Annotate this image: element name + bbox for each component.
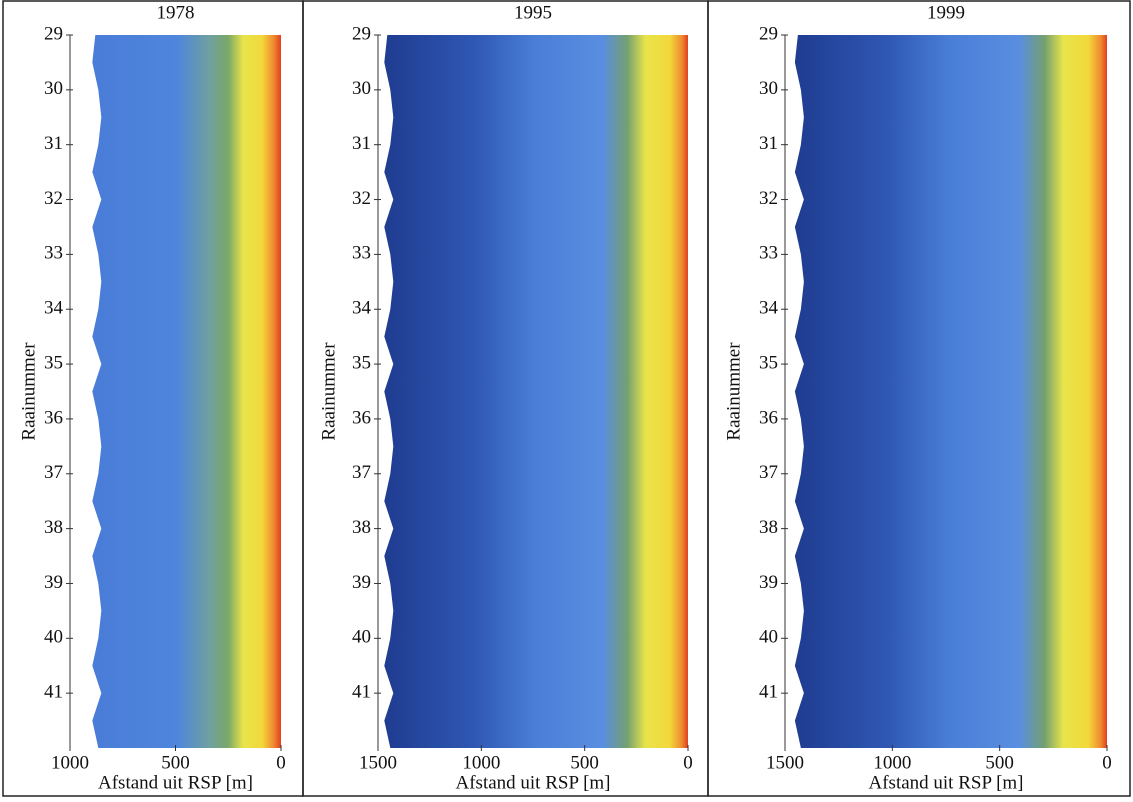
y-tick-label: 31	[759, 133, 778, 154]
y-axis-label: Raainummer	[18, 342, 39, 441]
y-tick-label: 30	[352, 78, 371, 99]
y-tick-label: 31	[352, 133, 371, 154]
y-tick-label: 33	[352, 243, 371, 264]
contour-field	[795, 35, 1107, 748]
y-tick-label: 29	[352, 23, 371, 44]
x-tick-label: 1000	[51, 752, 89, 773]
y-tick-label: 38	[352, 517, 371, 538]
y-tick-label: 32	[759, 188, 778, 209]
x-tick-label: 1500	[359, 752, 397, 773]
y-tick-label: 37	[44, 462, 63, 483]
y-axis-label: Raainummer	[318, 342, 339, 441]
y-tick-label: 34	[44, 298, 64, 319]
y-tick-label: 32	[352, 188, 371, 209]
x-tick-label: 0	[683, 752, 693, 773]
panel-title: 1999	[927, 2, 965, 23]
x-tick-label: 0	[1102, 752, 1112, 773]
x-tick-label: 500	[985, 752, 1014, 773]
x-tick-label: 1000	[462, 752, 500, 773]
y-tick-label: 41	[759, 682, 778, 703]
panel-title: 1995	[514, 2, 552, 23]
y-tick-label: 37	[352, 462, 371, 483]
y-tick-label: 37	[759, 462, 778, 483]
figure: 29 30 31 32 33 34 35 36 37 38 39 40 41 1000 500 0 1978 Af…	[0, 0, 1133, 797]
y-tick-label: 32	[44, 188, 63, 209]
x-tick-label: 1000	[873, 752, 911, 773]
y-tick-label: 30	[44, 78, 63, 99]
y-tick-label: 35	[352, 352, 371, 373]
y-tick-label: 36	[759, 407, 778, 428]
panel-title: 1978	[157, 2, 195, 23]
y-tick-label: 34	[352, 298, 372, 319]
y-tick-label: 38	[44, 517, 63, 538]
y-tick-label: 40	[352, 627, 371, 648]
x-tick-label: 500	[161, 752, 190, 773]
y-tick-label: 30	[759, 78, 778, 99]
x-axis-label: Afstand uit RSP [m]	[456, 772, 611, 793]
x-tick-label: 500	[570, 752, 599, 773]
y-tick-label: 39	[352, 572, 371, 593]
y-tick-label: 34	[759, 298, 779, 319]
y-axis-label: Raainummer	[723, 342, 744, 441]
y-tick-label: 36	[44, 407, 63, 428]
y-tick-label: 40	[44, 627, 63, 648]
y-tick-label: 35	[759, 352, 778, 373]
contour-field	[384, 35, 688, 748]
y-tick-label: 41	[352, 682, 371, 703]
y-tick-label: 31	[44, 133, 63, 154]
y-tick-label: 33	[44, 243, 63, 264]
y-tick-label: 38	[759, 517, 778, 538]
y-tick-label: 41	[44, 682, 63, 703]
y-tick-label: 39	[759, 572, 778, 593]
y-tick-label: 29	[44, 23, 63, 44]
y-tick-label: 40	[759, 627, 778, 648]
x-axis-label: Afstand uit RSP [m]	[869, 772, 1024, 793]
x-axis-label: Afstand uit RSP [m]	[98, 772, 253, 793]
y-tick-label: 39	[44, 572, 63, 593]
y-tick-label: 29	[759, 23, 778, 44]
y-tick-label: 35	[44, 352, 63, 373]
y-tick-label: 33	[759, 243, 778, 264]
y-tick-label: 36	[352, 407, 371, 428]
contour-field	[92, 35, 281, 748]
x-tick-label: 1500	[766, 752, 804, 773]
x-tick-label: 0	[276, 752, 286, 773]
